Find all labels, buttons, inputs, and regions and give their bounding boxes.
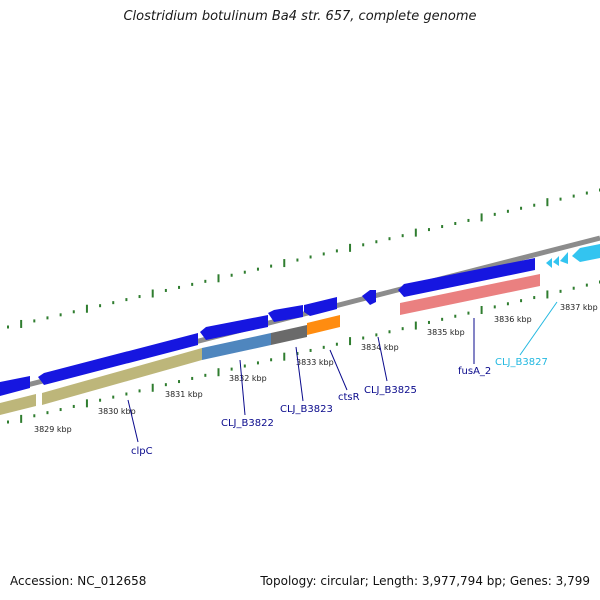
kbp-label: 3831 kbp	[165, 390, 203, 399]
upper-tick-ruler	[7, 188, 600, 329]
kbp-label: 3832 kbp	[229, 374, 267, 383]
feature-bar-salmon[interactable]	[400, 274, 540, 315]
gene-label-clpC[interactable]: clpC	[131, 446, 153, 457]
leader-line	[295, 346, 304, 402]
gene-label-fusA_2[interactable]: fusA_2	[458, 366, 491, 377]
feature-bar-orange[interactable]	[307, 315, 340, 335]
kbp-label: 3833 kbp	[296, 358, 334, 367]
genome-summary: Topology: circular; Length: 3,977,794 bp…	[260, 574, 590, 588]
gene-label-CLJ_B3827[interactable]: CLJ_B3827	[495, 357, 548, 368]
feature-bar-olive[interactable]	[42, 348, 202, 405]
kbp-label: 3835 kbp	[427, 328, 465, 337]
gene-label-leaders	[127, 301, 558, 443]
feature-bar-olive[interactable]	[0, 394, 36, 415]
cds-feature[interactable]	[304, 297, 337, 316]
gene-label-CLJ_B3823[interactable]: CLJ_B3823	[280, 404, 333, 415]
kbp-label: 3836 kbp	[494, 315, 532, 324]
cds-feature-cyan[interactable]	[546, 258, 552, 268]
kbp-label: 3837 kbp	[560, 303, 598, 312]
forward-strand-features	[0, 244, 600, 396]
kbp-label: 3829 kbp	[34, 425, 72, 434]
feature-bar-gray[interactable]	[271, 325, 307, 345]
cds-feature-cyan[interactable]	[553, 256, 559, 266]
gene-labels: clpC CLJ_B3822 CLJ_B3823 ctsR CLJ_B3825 …	[131, 357, 548, 457]
map-title: Clostridium botulinum Ba4 str. 657, comp…	[123, 9, 477, 24]
leader-line	[519, 301, 558, 356]
leader-line	[329, 349, 348, 391]
leader-line	[239, 359, 246, 416]
cds-feature-cyan[interactable]	[572, 244, 600, 262]
cds-feature[interactable]	[362, 290, 376, 305]
cds-feature-cyan[interactable]	[560, 252, 568, 264]
gene-feature-bars	[0, 274, 540, 415]
leader-line	[127, 399, 139, 443]
gene-label-ctsR[interactable]: ctsR	[338, 392, 360, 403]
lower-tick-ruler	[7, 280, 600, 424]
kbp-label: 3830 kbp	[98, 407, 136, 416]
cds-feature[interactable]	[38, 333, 198, 385]
gene-label-CLJ_B3822[interactable]: CLJ_B3822	[221, 418, 274, 429]
cds-feature[interactable]	[200, 315, 268, 340]
accession-text: Accession: NC_012658	[10, 574, 147, 588]
gene-label-CLJ_B3825[interactable]: CLJ_B3825	[364, 385, 417, 396]
cds-feature[interactable]	[268, 305, 303, 322]
leader-line	[377, 336, 388, 382]
cds-feature[interactable]	[398, 258, 535, 297]
feature-bar-steelblue[interactable]	[202, 333, 271, 360]
cds-feature[interactable]	[0, 376, 30, 396]
